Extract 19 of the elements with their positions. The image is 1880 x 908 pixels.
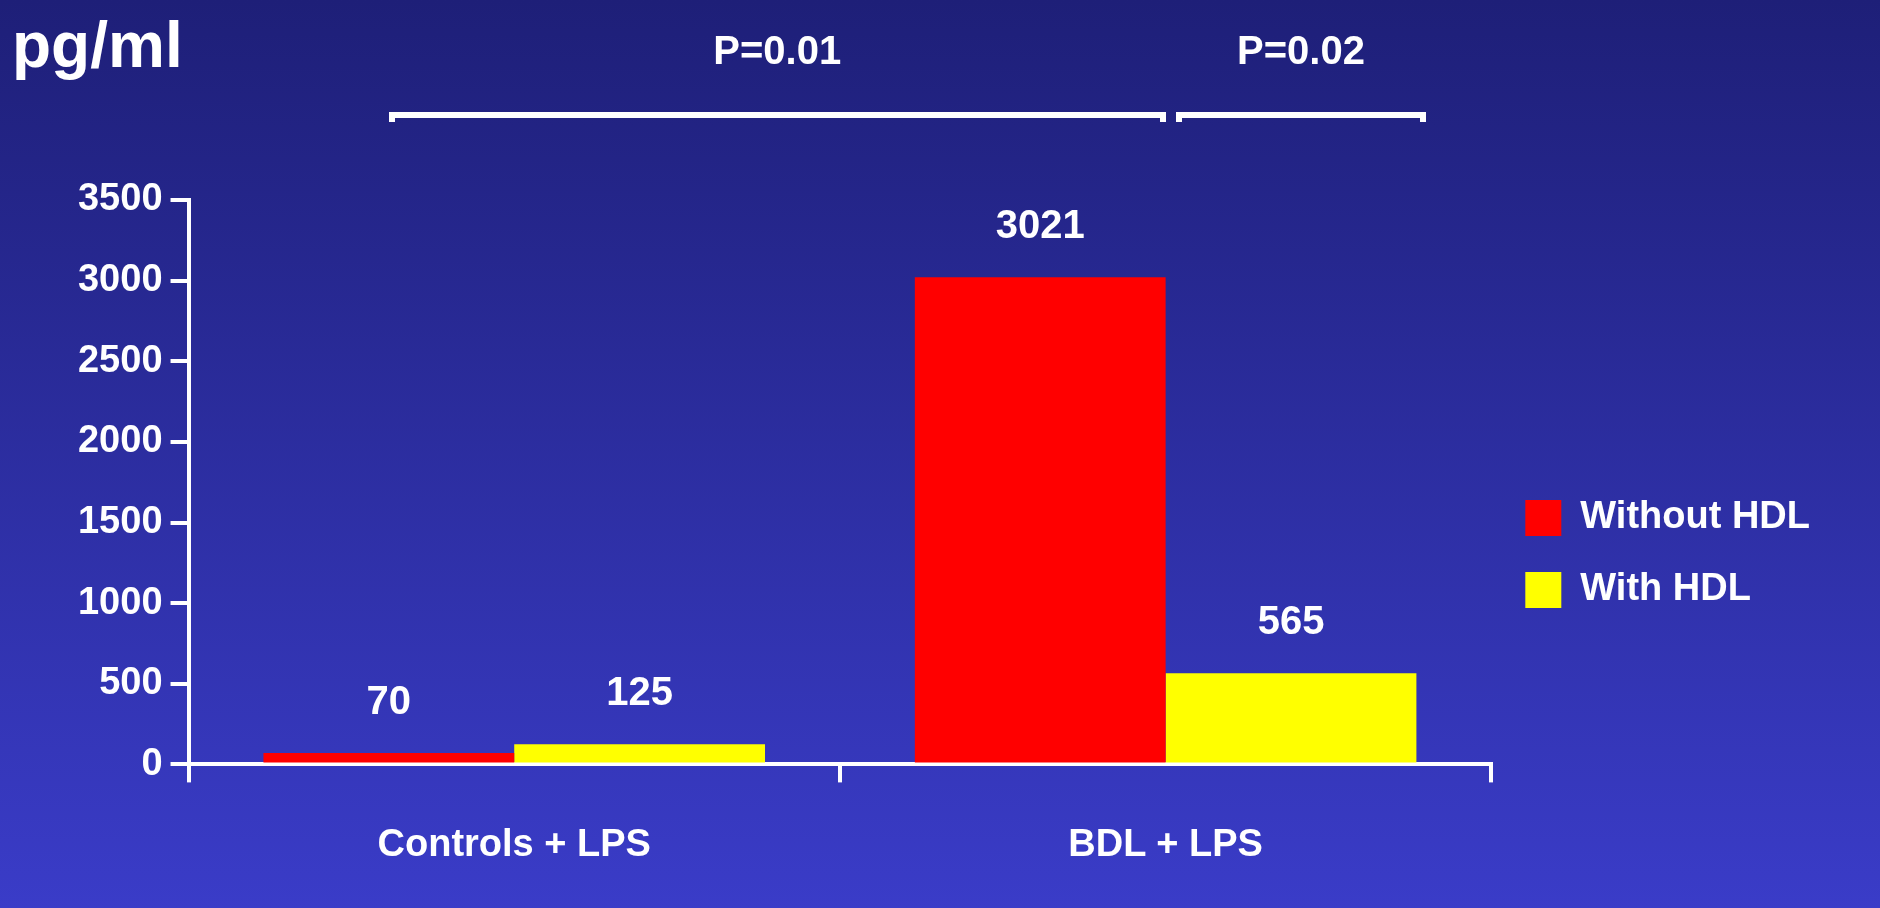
legend-label: With HDL xyxy=(1580,566,1751,609)
data-label: 565 xyxy=(1257,598,1325,643)
x-tick-label: Controls + LPS xyxy=(377,821,651,864)
y-tick-label: 500 xyxy=(99,660,163,703)
legend-label: Without HDL xyxy=(1580,494,1811,537)
text: P=0.01 xyxy=(713,28,842,73)
y-tick-label: 0 xyxy=(141,740,163,783)
y-axis-title: pg/ml xyxy=(12,8,183,82)
x-tick-label: BDL + LPS xyxy=(1068,821,1263,864)
y-tick-label: 3000 xyxy=(77,257,163,300)
y-tick-label: 2000 xyxy=(77,418,163,461)
data-label: 70 xyxy=(366,678,412,723)
data-label: 125 xyxy=(606,669,673,714)
data-label: 3021 xyxy=(995,202,1085,247)
text: P=0.02 xyxy=(1237,28,1365,73)
y-tick-label: 2500 xyxy=(77,337,163,380)
y-tick-label: 1000 xyxy=(77,579,163,622)
y-tick-label: 1500 xyxy=(77,499,163,541)
y-tick-label: 3500 xyxy=(77,176,163,219)
